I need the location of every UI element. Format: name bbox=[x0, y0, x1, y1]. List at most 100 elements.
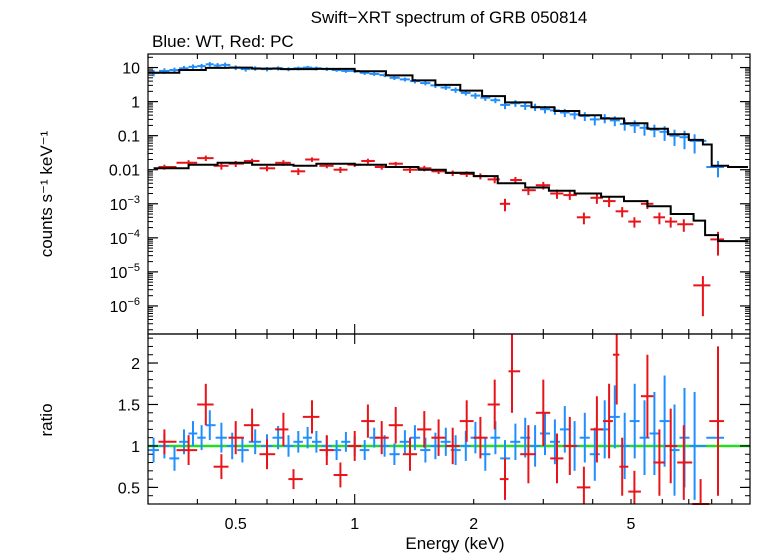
wt-data-point bbox=[369, 72, 380, 76]
pc-ratio-point bbox=[445, 427, 460, 465]
y-tick-base: 0.01 bbox=[109, 163, 140, 180]
wt-ratio-point bbox=[649, 392, 660, 475]
bottom-y-axis-label: ratio bbox=[37, 403, 56, 436]
pc-ratio-point bbox=[158, 429, 177, 455]
pc-model-line bbox=[153, 161, 748, 243]
wt-data-point bbox=[569, 110, 580, 120]
chart-subtitle: Blue: WT, Red: PC bbox=[152, 32, 294, 51]
wt-data-point bbox=[629, 120, 640, 133]
pc-ratio-point bbox=[603, 383, 613, 459]
pc-ratio-point bbox=[388, 407, 403, 444]
y-tick-label: 10 bbox=[122, 61, 140, 78]
wt-data-point bbox=[389, 75, 400, 80]
pc-data-point bbox=[628, 217, 641, 228]
pc-ratio-point bbox=[431, 419, 446, 456]
y-tick-label: 2 bbox=[131, 356, 140, 373]
pc-ratio-point bbox=[619, 437, 629, 496]
pc-ratio-point bbox=[677, 425, 693, 500]
y-tick-exponent: −5 bbox=[127, 262, 140, 274]
wt-data-point bbox=[520, 102, 531, 110]
wt-data-point bbox=[399, 77, 410, 82]
wt-data-point bbox=[649, 124, 660, 138]
wt-ratio-point bbox=[659, 375, 670, 467]
y-tick-base: 2 bbox=[131, 356, 140, 373]
pc-data-point bbox=[615, 207, 629, 218]
pc-data-point bbox=[499, 198, 511, 212]
wt-ratio-point bbox=[559, 406, 570, 453]
pc-ratio-point bbox=[508, 334, 521, 413]
y-tick-base: 1 bbox=[131, 439, 140, 456]
pc-data-point bbox=[333, 167, 348, 173]
wt-ratio-point bbox=[302, 426, 312, 449]
pc-data-point bbox=[677, 219, 694, 232]
wt-ratio-point bbox=[480, 437, 491, 471]
wt-ratio-point bbox=[589, 427, 600, 481]
y-tick-label: 1 bbox=[131, 95, 140, 112]
wt-ratio-point bbox=[389, 443, 400, 465]
y-tick-label: 10−6 bbox=[110, 296, 140, 316]
pc-ratio-point bbox=[259, 439, 276, 470]
wt-data-point bbox=[470, 92, 481, 99]
wt-ratio-point bbox=[197, 425, 206, 451]
top-series-layer bbox=[147, 62, 748, 317]
pc-ratio-point bbox=[275, 412, 289, 446]
wt-ratio-point bbox=[293, 431, 303, 453]
wt-ratio-point bbox=[550, 419, 560, 465]
pc-ratio-point bbox=[640, 354, 654, 438]
wt-ratio-point bbox=[460, 431, 471, 461]
pc-ratio-point bbox=[302, 400, 320, 434]
wt-data-point bbox=[205, 62, 214, 67]
y-tick-exponent: −4 bbox=[127, 228, 140, 240]
pc-ratio-point bbox=[653, 429, 665, 496]
wt-ratio-point bbox=[205, 410, 216, 441]
wt-ratio-point bbox=[629, 383, 640, 459]
bottom-series-layer bbox=[147, 334, 750, 505]
wt-ratio-point bbox=[409, 425, 421, 451]
y-tick-base: 10 bbox=[110, 299, 128, 316]
wt-ratio-point bbox=[237, 437, 249, 463]
x-axis-label: Energy (keV) bbox=[405, 534, 504, 553]
wt-ratio-point bbox=[689, 392, 707, 500]
pc-ratio-point bbox=[402, 437, 418, 471]
wt-data-point bbox=[197, 63, 206, 69]
pc-ratio-point bbox=[417, 411, 432, 448]
pc-data-point bbox=[290, 168, 306, 175]
y-tick-exponent: −6 bbox=[127, 296, 140, 308]
wt-data-point bbox=[188, 64, 198, 70]
bottom-x-ticks bbox=[147, 334, 733, 504]
pc-ratio-point bbox=[473, 416, 488, 459]
pc-ratio-point bbox=[347, 431, 362, 461]
pc-ratio-point bbox=[665, 408, 678, 484]
pc-ratio-point bbox=[213, 454, 229, 480]
pc-ratio-point bbox=[197, 383, 214, 426]
wt-ratio-point bbox=[440, 427, 451, 456]
pc-ratio-point bbox=[176, 435, 198, 465]
wt-data-point bbox=[450, 87, 461, 93]
pc-ratio-point bbox=[612, 334, 620, 405]
wt-data-point bbox=[706, 161, 724, 178]
pc-ratio-point bbox=[228, 421, 244, 455]
wt-ratio-point bbox=[420, 437, 431, 463]
pc-data-point bbox=[576, 212, 591, 225]
wt-model-line bbox=[148, 66, 748, 168]
pc-data-point bbox=[653, 212, 665, 225]
wt-data-point bbox=[510, 100, 521, 107]
y-tick-base: 0.5 bbox=[118, 480, 140, 497]
pc-data-point bbox=[197, 155, 214, 161]
wt-ratio-point bbox=[579, 412, 590, 463]
pc-ratio-point bbox=[709, 346, 724, 496]
pc-data-point bbox=[603, 196, 616, 208]
pc-ratio-point bbox=[499, 458, 509, 500]
wt-data-point bbox=[669, 129, 680, 146]
y-tick-base: 1.5 bbox=[118, 397, 140, 414]
pc-data-point bbox=[213, 162, 229, 170]
wt-ratio-point bbox=[359, 440, 370, 460]
pc-ratio-point bbox=[590, 396, 603, 463]
pc-ratio-point bbox=[628, 470, 641, 504]
y-tick-exponent: −3 bbox=[127, 194, 140, 206]
top-x-ticks bbox=[147, 54, 733, 334]
x-tick-label: 2 bbox=[469, 516, 478, 533]
wt-ratio-point bbox=[540, 412, 550, 456]
pc-ratio-point bbox=[550, 433, 564, 484]
